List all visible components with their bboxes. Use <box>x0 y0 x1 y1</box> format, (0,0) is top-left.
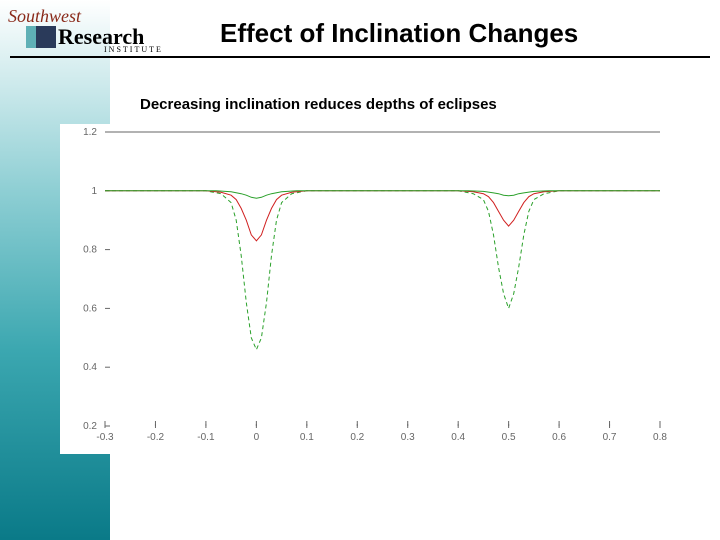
svg-text:0.2: 0.2 <box>350 432 364 443</box>
svg-text:INSTITUTE: INSTITUTE <box>104 45 163 54</box>
series-high-inclination <box>105 191 660 350</box>
svg-text:0.6: 0.6 <box>83 303 97 314</box>
svg-text:-0.2: -0.2 <box>147 432 165 443</box>
eclipse-chart: 0.2 0.4 0.6 0.8 1 1.2 -0.3 -0.2 -0.1 0 0.1 0.2 0.3 0.… <box>60 124 670 454</box>
svg-text:Southwest: Southwest <box>8 6 82 26</box>
svg-text:0.8: 0.8 <box>653 432 667 443</box>
svg-text:1.2: 1.2 <box>83 127 97 138</box>
svg-text:0.4: 0.4 <box>451 432 465 443</box>
slide-title: Effect of Inclination Changes <box>220 18 578 49</box>
series-mid-inclination <box>105 191 660 241</box>
svg-text:-0.1: -0.1 <box>197 432 215 443</box>
svg-text:0.8: 0.8 <box>83 245 97 256</box>
svg-text:0.7: 0.7 <box>603 432 617 443</box>
swri-logo: Southwest Research INSTITUTE <box>8 6 188 59</box>
svg-text:-0.3: -0.3 <box>96 432 114 443</box>
svg-text:0.5: 0.5 <box>502 432 516 443</box>
svg-text:0.6: 0.6 <box>552 432 566 443</box>
svg-text:0.4: 0.4 <box>83 362 97 373</box>
svg-text:0.1: 0.1 <box>300 432 314 443</box>
svg-text:0.3: 0.3 <box>401 432 415 443</box>
series-low-inclination <box>105 191 660 198</box>
svg-text:1: 1 <box>91 186 97 197</box>
subtitle: Decreasing inclination reduces depths of… <box>140 96 497 113</box>
svg-text:0.2: 0.2 <box>83 421 97 432</box>
svg-text:0: 0 <box>254 432 260 443</box>
